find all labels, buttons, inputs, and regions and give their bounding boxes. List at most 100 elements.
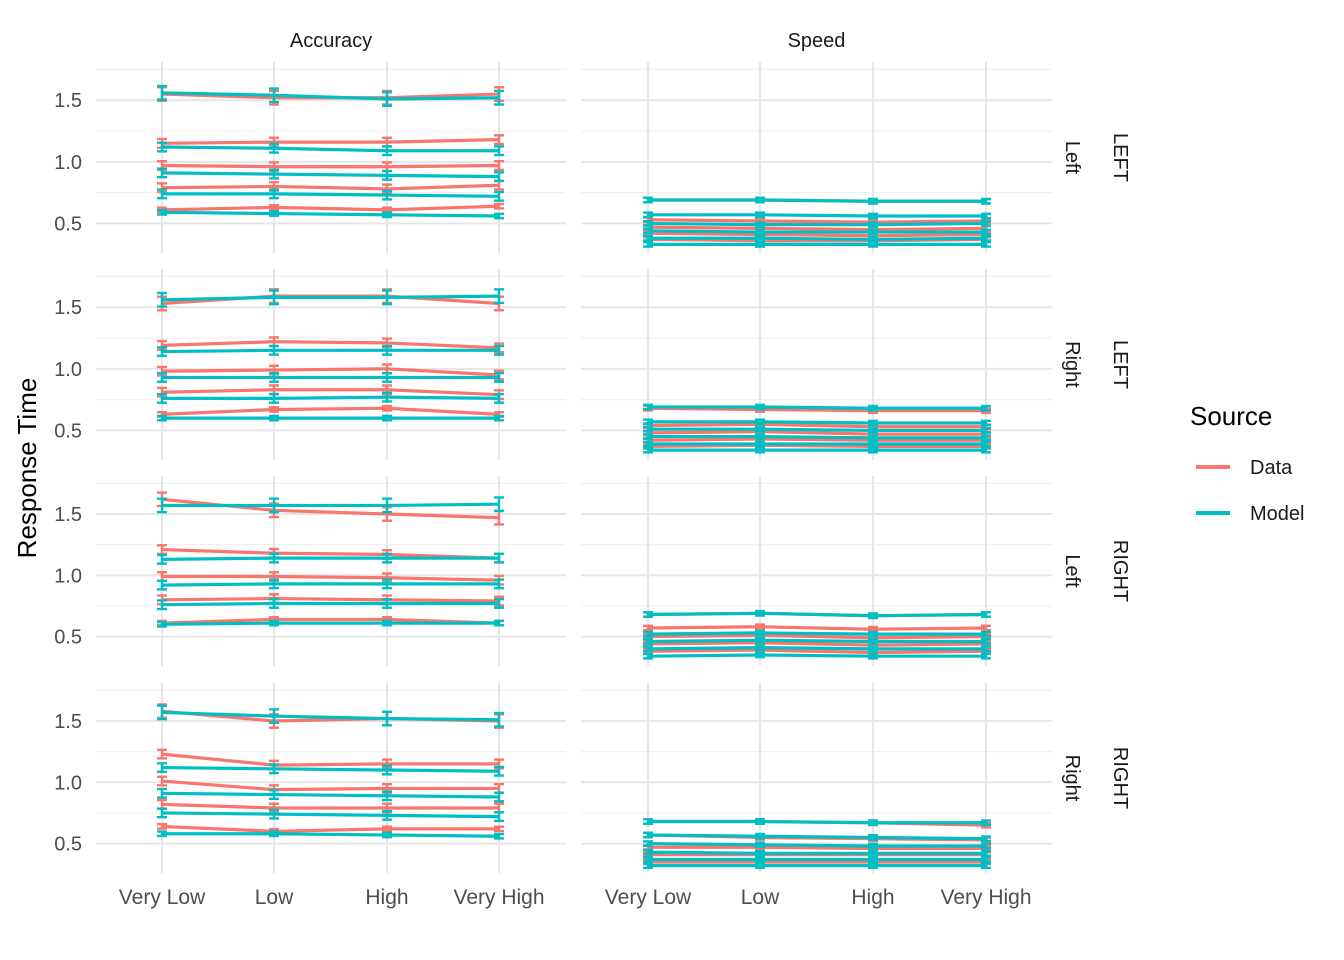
model-errorbar xyxy=(269,344,279,356)
data-errorbar xyxy=(755,623,765,631)
model-errorbar xyxy=(755,644,765,652)
row-strip-outer-label: RIGHT xyxy=(1109,747,1131,809)
model-errorbar xyxy=(643,818,653,825)
data-errorbar xyxy=(382,404,392,412)
model-errorbar xyxy=(382,211,392,219)
model-errorbar xyxy=(981,446,991,454)
model-errorbar xyxy=(868,446,878,454)
model-line xyxy=(648,427,986,433)
model-errorbar xyxy=(755,196,765,204)
panel-r2-c0 xyxy=(96,476,566,666)
model-errorbar xyxy=(494,496,504,513)
model-errorbar xyxy=(269,597,279,609)
model-errorbar xyxy=(269,414,279,422)
model-errorbar xyxy=(157,599,167,611)
model-errorbar xyxy=(494,190,504,202)
model-errorbar xyxy=(868,427,878,434)
model-errorbar xyxy=(157,830,167,838)
data-errorbar xyxy=(157,823,167,830)
model-errorbar xyxy=(868,228,878,236)
model-line xyxy=(162,502,500,508)
model-line xyxy=(647,841,986,848)
model-errorbar xyxy=(981,427,991,434)
model-errorbar xyxy=(755,636,765,644)
model-errorbar xyxy=(269,168,279,180)
model-line xyxy=(161,210,500,218)
x-tick-label: Very Low xyxy=(119,886,206,909)
x-tick-label: High xyxy=(365,886,408,909)
model-errorbar xyxy=(269,371,279,383)
model-errorbar xyxy=(494,811,504,823)
model-errorbar xyxy=(494,288,504,305)
model-errorbar xyxy=(643,220,653,227)
data-line xyxy=(161,163,500,169)
model-errorbar xyxy=(643,440,653,448)
model-errorbar xyxy=(868,849,878,857)
model-errorbar xyxy=(755,446,765,454)
data-line xyxy=(161,340,500,350)
y-tick-label: 0.5 xyxy=(54,420,82,442)
data-errorbar xyxy=(494,134,504,146)
model-errorbar xyxy=(868,856,878,863)
model-errorbar xyxy=(643,645,653,653)
model-errorbar xyxy=(269,188,279,200)
model-errorbar xyxy=(981,630,991,638)
model-errorbar xyxy=(643,630,653,638)
model-errorbar xyxy=(643,862,653,870)
model-errorbar xyxy=(981,197,991,205)
model-errorbar xyxy=(643,848,653,856)
model-errorbar xyxy=(981,212,991,220)
model-errorbar xyxy=(157,291,167,308)
model-line xyxy=(647,611,987,618)
model-errorbar xyxy=(981,842,991,850)
panels xyxy=(96,62,1052,873)
data-line xyxy=(161,617,500,625)
model-errorbar xyxy=(755,818,765,825)
model-line xyxy=(648,420,986,425)
row-strip-inner-label: Left xyxy=(1061,554,1083,588)
model-errorbar xyxy=(157,553,167,565)
model-errorbar xyxy=(494,89,504,106)
model-line xyxy=(647,631,986,636)
model-errorbar xyxy=(868,440,878,448)
model-errorbar xyxy=(643,856,653,863)
model-errorbar xyxy=(755,849,765,857)
data-line xyxy=(647,633,987,640)
model-errorbar xyxy=(981,645,991,653)
model-errorbar xyxy=(868,236,878,243)
data-line xyxy=(161,138,500,145)
y-tick-label: 1.0 xyxy=(54,772,82,794)
data-line xyxy=(647,443,986,449)
data-line xyxy=(161,824,499,833)
model-errorbar xyxy=(269,619,279,627)
model-line xyxy=(161,294,500,302)
legend-label-data: Data xyxy=(1250,457,1293,479)
data-line xyxy=(162,574,500,582)
model-errorbar xyxy=(157,371,167,383)
column-strip-label: Accuracy xyxy=(290,30,372,52)
y-tick-label: 1.0 xyxy=(54,565,82,587)
model-errorbar xyxy=(157,167,167,179)
model-errorbar xyxy=(382,831,392,839)
model-errorbar xyxy=(382,169,392,181)
model-line xyxy=(647,833,987,841)
data-line xyxy=(161,204,500,212)
row-strip-outer-label: LEFT xyxy=(1109,340,1131,389)
model-errorbar xyxy=(382,710,392,727)
model-line xyxy=(648,198,986,203)
model-errorbar xyxy=(868,645,878,653)
model-line xyxy=(161,556,499,561)
model-errorbar xyxy=(382,289,392,306)
model-errorbar xyxy=(269,142,279,154)
model-errorbar xyxy=(494,791,504,803)
model-errorbar xyxy=(643,638,653,645)
model-line xyxy=(161,765,500,773)
model-errorbar xyxy=(494,711,504,728)
model-errorbar xyxy=(157,188,167,200)
model-errorbar xyxy=(157,392,167,404)
row-strip-inner-label: Right xyxy=(1061,341,1083,388)
model-line xyxy=(161,621,499,626)
x-tick-label: Very Low xyxy=(605,886,692,909)
model-errorbar xyxy=(382,552,392,564)
model-errorbar xyxy=(157,497,167,514)
